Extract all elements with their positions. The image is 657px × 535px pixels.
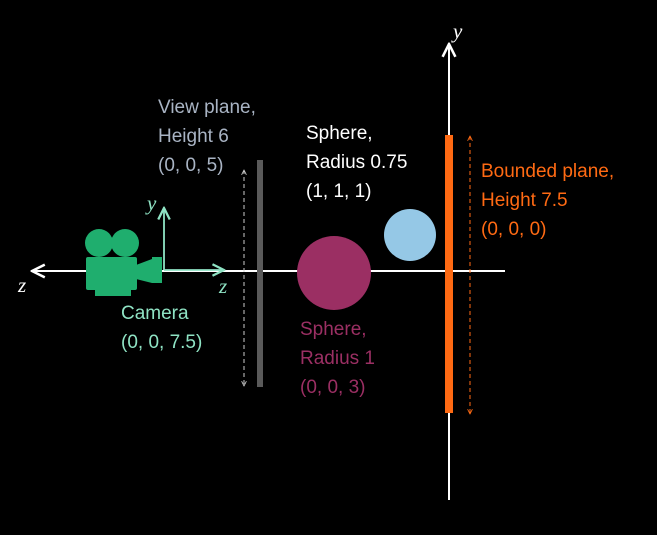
movie-camera-icon xyxy=(85,229,162,296)
camera-y-axis-label: y xyxy=(145,191,157,215)
sphere-large-label-line: Sphere, xyxy=(300,319,367,340)
camera-z-axis-label: z xyxy=(218,274,227,298)
bounded-plane-label: Bounded plane, Height 7.5 (0, 0, 0) xyxy=(481,161,619,240)
bounded-plane xyxy=(445,135,453,413)
sphere-large-label-line: Radius 1 xyxy=(300,348,375,369)
view-plane-label-line: (0, 0, 5) xyxy=(158,155,223,176)
bounded-plane-label-line: Height 7.5 xyxy=(481,190,568,211)
world-z-axis-label: z xyxy=(17,273,26,297)
sphere-small-label-line: Radius 0.75 xyxy=(306,152,407,173)
bounded-plane-label-line: Bounded plane, xyxy=(481,161,614,182)
world-y-axis-label: y xyxy=(451,19,463,43)
camera-label-line: (0, 0, 7.5) xyxy=(121,332,202,353)
view-plane-label-line: Height 6 xyxy=(158,126,229,147)
sphere-small-label: Sphere, Radius 0.75 (1, 1, 1) xyxy=(306,123,413,202)
sphere-small xyxy=(384,209,436,261)
view-plane-label: View plane, Height 6 (0, 0, 5) xyxy=(158,97,261,176)
bounded-plane-label-line: (0, 0, 0) xyxy=(481,219,546,240)
camera-label: Camera (0, 0, 7.5) xyxy=(121,303,202,353)
sphere-small-label-line: (1, 1, 1) xyxy=(306,181,371,202)
sphere-large-label-line: (0, 0, 3) xyxy=(300,377,365,398)
sphere-large xyxy=(297,236,371,310)
view-plane xyxy=(257,160,263,387)
camera-label-line: Camera xyxy=(121,303,189,324)
sphere-small-label-line: Sphere, xyxy=(306,123,373,144)
view-plane-label-line: View plane, xyxy=(158,97,256,118)
sphere-large-label: Sphere, Radius 1 (0, 0, 3) xyxy=(300,319,380,398)
